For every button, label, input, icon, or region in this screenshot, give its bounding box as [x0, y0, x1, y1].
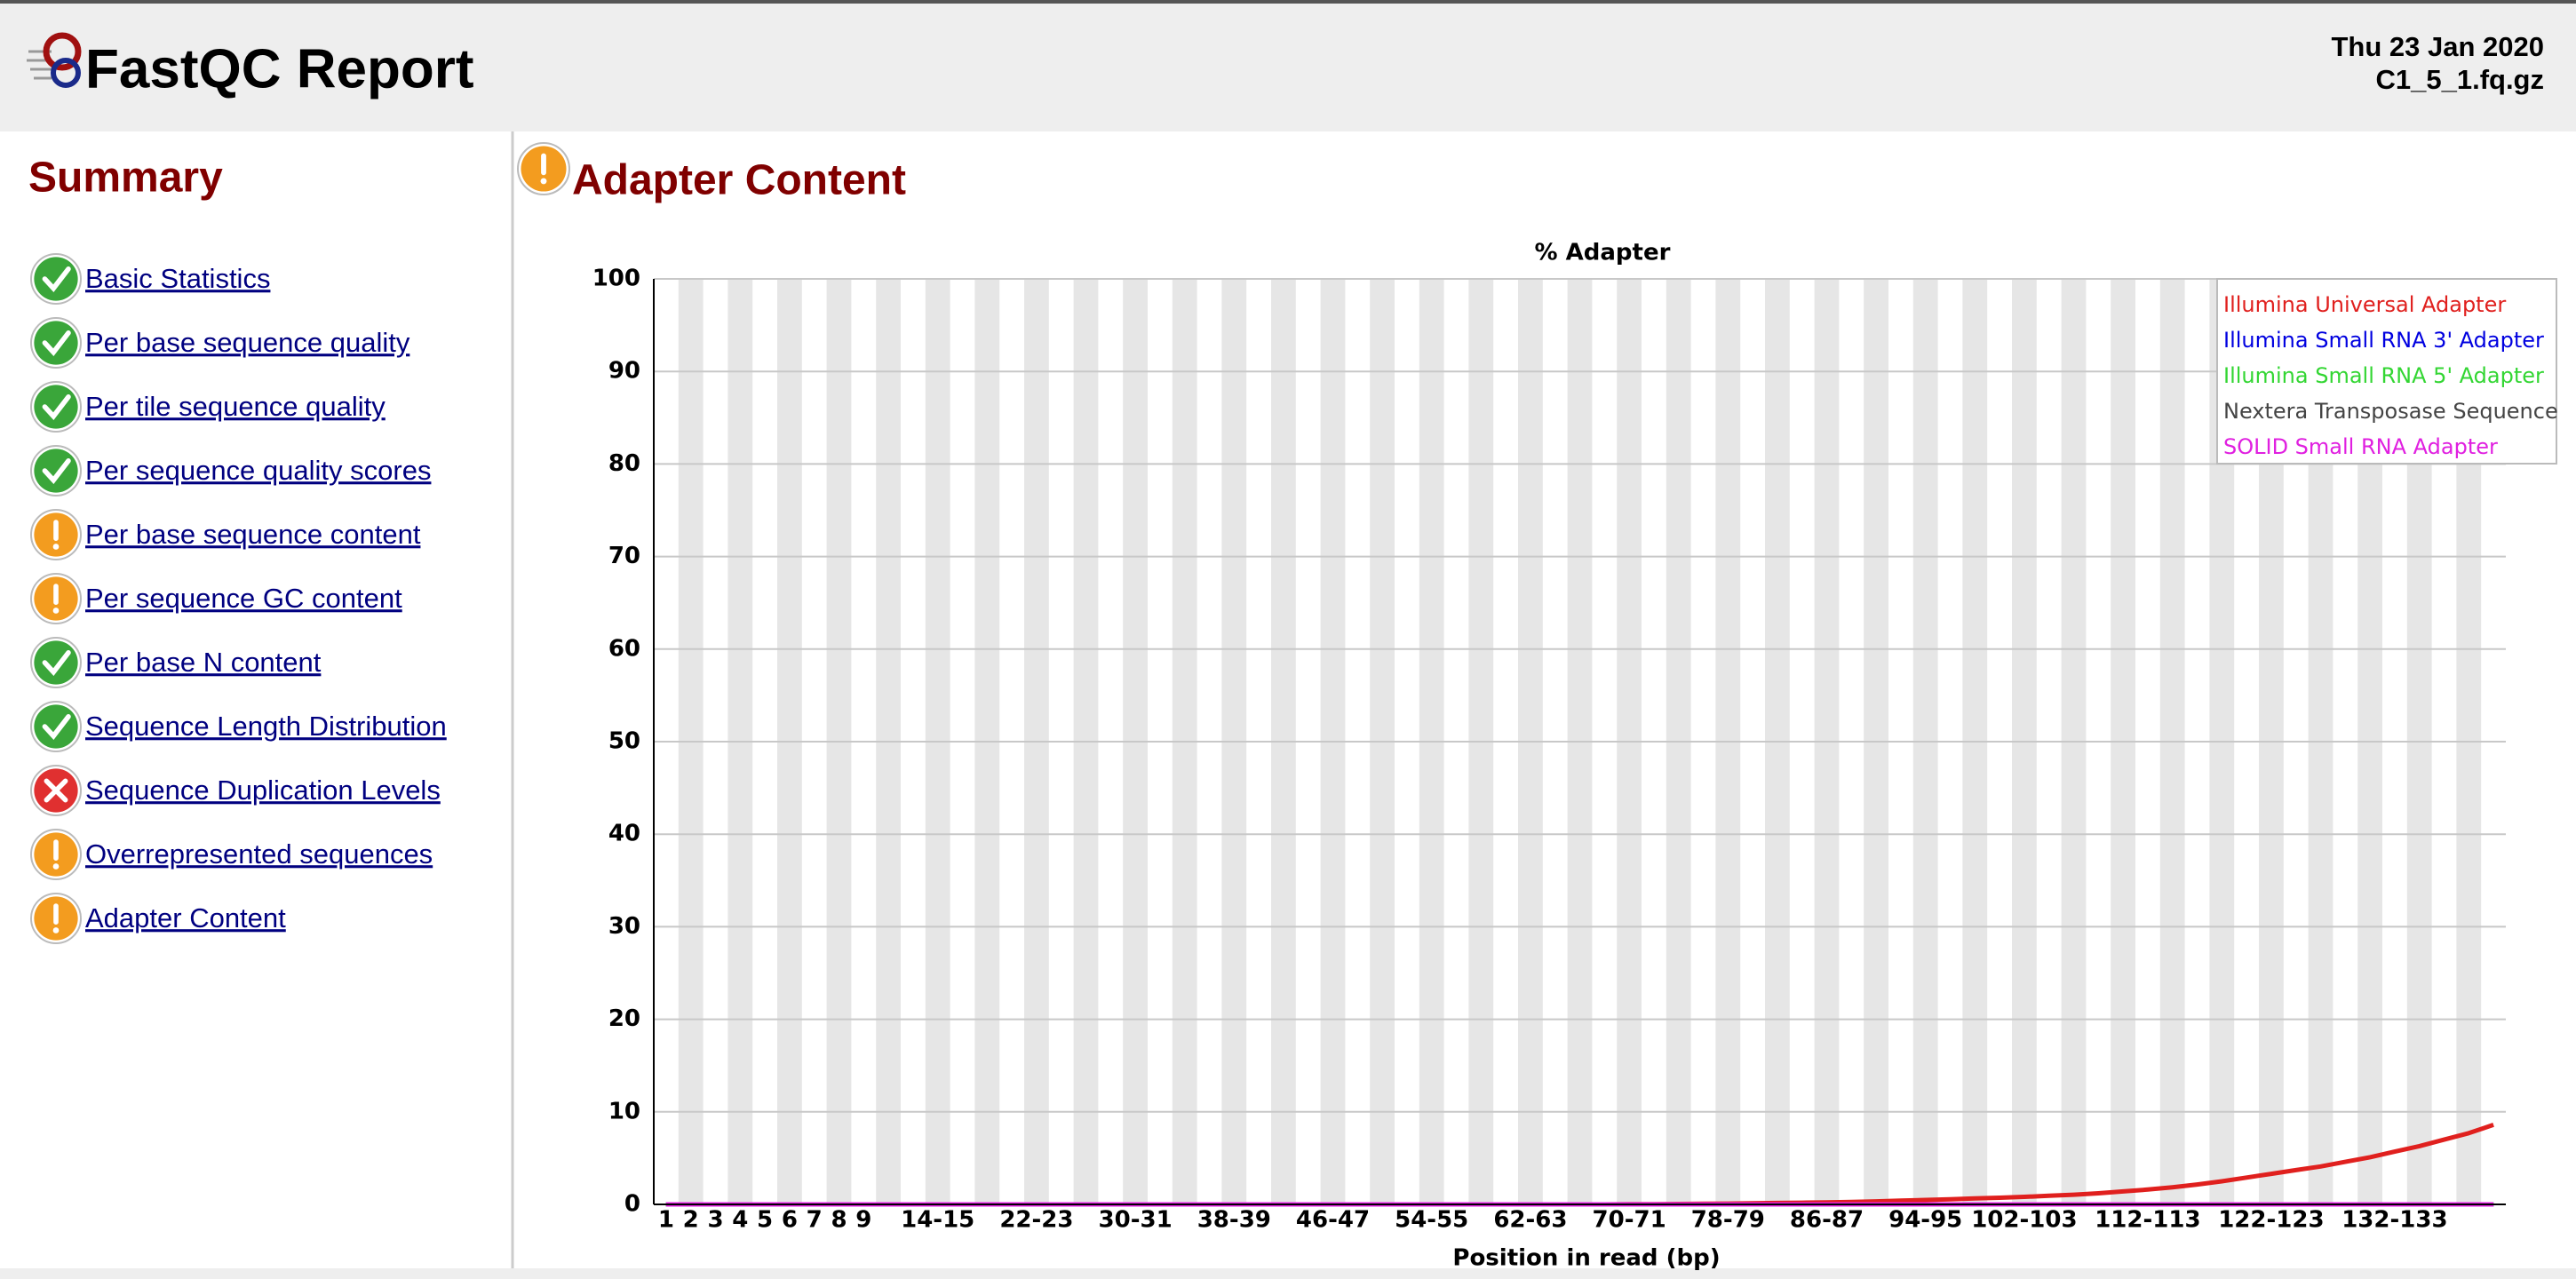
- status-icon-pass: [30, 253, 82, 305]
- summary-link[interactable]: Per sequence GC content: [85, 583, 402, 614]
- status-icon-warn: [517, 142, 570, 195]
- x-tick-label: 62-63: [1493, 1207, 1567, 1234]
- status-icon-warn: [30, 829, 82, 880]
- header-bg: [0, 0, 2576, 131]
- status-icon-pass: [30, 701, 82, 752]
- status-icon-warn: [30, 573, 82, 624]
- summary-link[interactable]: Per tile sequence quality: [85, 391, 386, 422]
- x-tick-label: 78-79: [1691, 1207, 1765, 1234]
- x-tick-label: 30-31: [1099, 1207, 1173, 1234]
- report-title: FastQC Report: [85, 38, 473, 99]
- summary-link[interactable]: Sequence Duplication Levels: [85, 775, 441, 806]
- x-tick-label: 8: [831, 1207, 847, 1234]
- summary-link[interactable]: Overrepresented sequences: [85, 838, 433, 870]
- x-tick-label: 70-71: [1593, 1207, 1666, 1234]
- icon-check: [42, 714, 71, 740]
- y-tick-label: 20: [608, 1005, 640, 1032]
- x-tick-label: 54-55: [1395, 1207, 1468, 1234]
- x-tick-label: 132-133: [2341, 1207, 2447, 1234]
- summary-link[interactable]: Per sequence quality scores: [85, 455, 431, 486]
- x-tick-label: 5: [757, 1207, 773, 1234]
- status-icon-fail: [30, 765, 82, 816]
- x-tick-label: 3: [707, 1207, 723, 1234]
- footer-bg: [0, 1268, 2576, 1279]
- icon-disc: [34, 704, 78, 749]
- icon-disc: [34, 640, 78, 685]
- x-tick-label: 9: [855, 1207, 871, 1234]
- report-file: C1_5_1.fq.gz: [2375, 64, 2544, 95]
- x-tick-label: 86-87: [1790, 1207, 1864, 1234]
- report-date: Thu 23 Jan 2020: [2331, 31, 2544, 62]
- y-tick-label: 80: [608, 450, 640, 477]
- status-icon-pass: [30, 317, 82, 369]
- icon-check: [42, 650, 71, 676]
- summary-link[interactable]: Per base sequence quality: [85, 327, 410, 358]
- icon-check: [42, 458, 71, 484]
- x-tick-label: 4: [732, 1207, 748, 1234]
- y-tick-label: 30: [608, 913, 640, 940]
- icon-check: [42, 266, 71, 292]
- icon-disc: [34, 257, 78, 301]
- x-tick-label: 112-113: [2095, 1207, 2200, 1234]
- chart-title: % Adapter: [1535, 240, 1671, 266]
- icon-dot: [52, 608, 60, 614]
- logo: [27, 32, 82, 88]
- top-border: [0, 0, 2576, 4]
- icon-dot: [52, 544, 60, 550]
- summary-title: Summary: [28, 155, 223, 202]
- y-tick-label: 40: [608, 821, 640, 847]
- x-tick-label: 2: [683, 1207, 699, 1234]
- icon-dot: [52, 927, 60, 933]
- y-tick-label: 10: [608, 1098, 640, 1124]
- x-tick-label: 7: [807, 1207, 823, 1234]
- summary-link[interactable]: Per base sequence content: [85, 519, 421, 550]
- x-tick-label: 6: [782, 1207, 798, 1234]
- x-tick-label: 122-123: [2218, 1207, 2324, 1234]
- legend-entry: SOLID Small RNA Adapter: [2223, 434, 2498, 459]
- summary-link[interactable]: Basic Statistics: [85, 263, 270, 294]
- legend-entry: Illumina Universal Adapter: [2223, 292, 2506, 317]
- y-tick-label: 100: [592, 266, 640, 292]
- icon-cross: [44, 778, 68, 803]
- x-tick-label: 1: [658, 1207, 674, 1234]
- icon-check: [42, 394, 71, 420]
- x-tick-label: 22-23: [999, 1207, 1073, 1234]
- icon-disc: [34, 385, 78, 429]
- status-icon-pass: [30, 637, 82, 688]
- y-tick-label: 60: [608, 635, 640, 662]
- legend-entry: Illumina Small RNA 3' Adapter: [2223, 328, 2544, 353]
- icon-dot: [540, 178, 547, 185]
- status-icon-warn: [30, 509, 82, 560]
- x-tick-label: 38-39: [1197, 1207, 1271, 1234]
- y-tick-label: 90: [608, 358, 640, 385]
- x-tick-label: 94-95: [1888, 1207, 1962, 1234]
- icon-disc: [34, 321, 78, 365]
- summary-link[interactable]: Adapter Content: [85, 902, 286, 933]
- icon-disc: [34, 449, 78, 493]
- status-icon-pass: [30, 381, 82, 433]
- summary-link[interactable]: Per base N content: [85, 647, 322, 678]
- y-tick-label: 0: [624, 1191, 640, 1218]
- section-title: Adapter Content: [572, 157, 906, 204]
- x-tick-label: 102-103: [1971, 1207, 2077, 1234]
- legend-box: [2216, 278, 2557, 465]
- x-tick-label: 14-15: [901, 1207, 974, 1234]
- x-tick-label: 46-47: [1296, 1207, 1370, 1234]
- y-tick-label: 50: [608, 728, 640, 755]
- summary-link[interactable]: Sequence Length Distribution: [85, 711, 447, 742]
- icon-dot: [52, 863, 60, 870]
- y-tick-label: 70: [608, 543, 640, 569]
- legend-entry: Illumina Small RNA 5' Adapter: [2223, 363, 2544, 388]
- status-icon-warn: [30, 893, 82, 944]
- status-icon-pass: [30, 445, 82, 497]
- icon-check: [42, 330, 71, 356]
- legend-entry: Nextera Transposase Sequence: [2223, 399, 2558, 424]
- x-axis-label: Position in read (bp): [1452, 1245, 1720, 1272]
